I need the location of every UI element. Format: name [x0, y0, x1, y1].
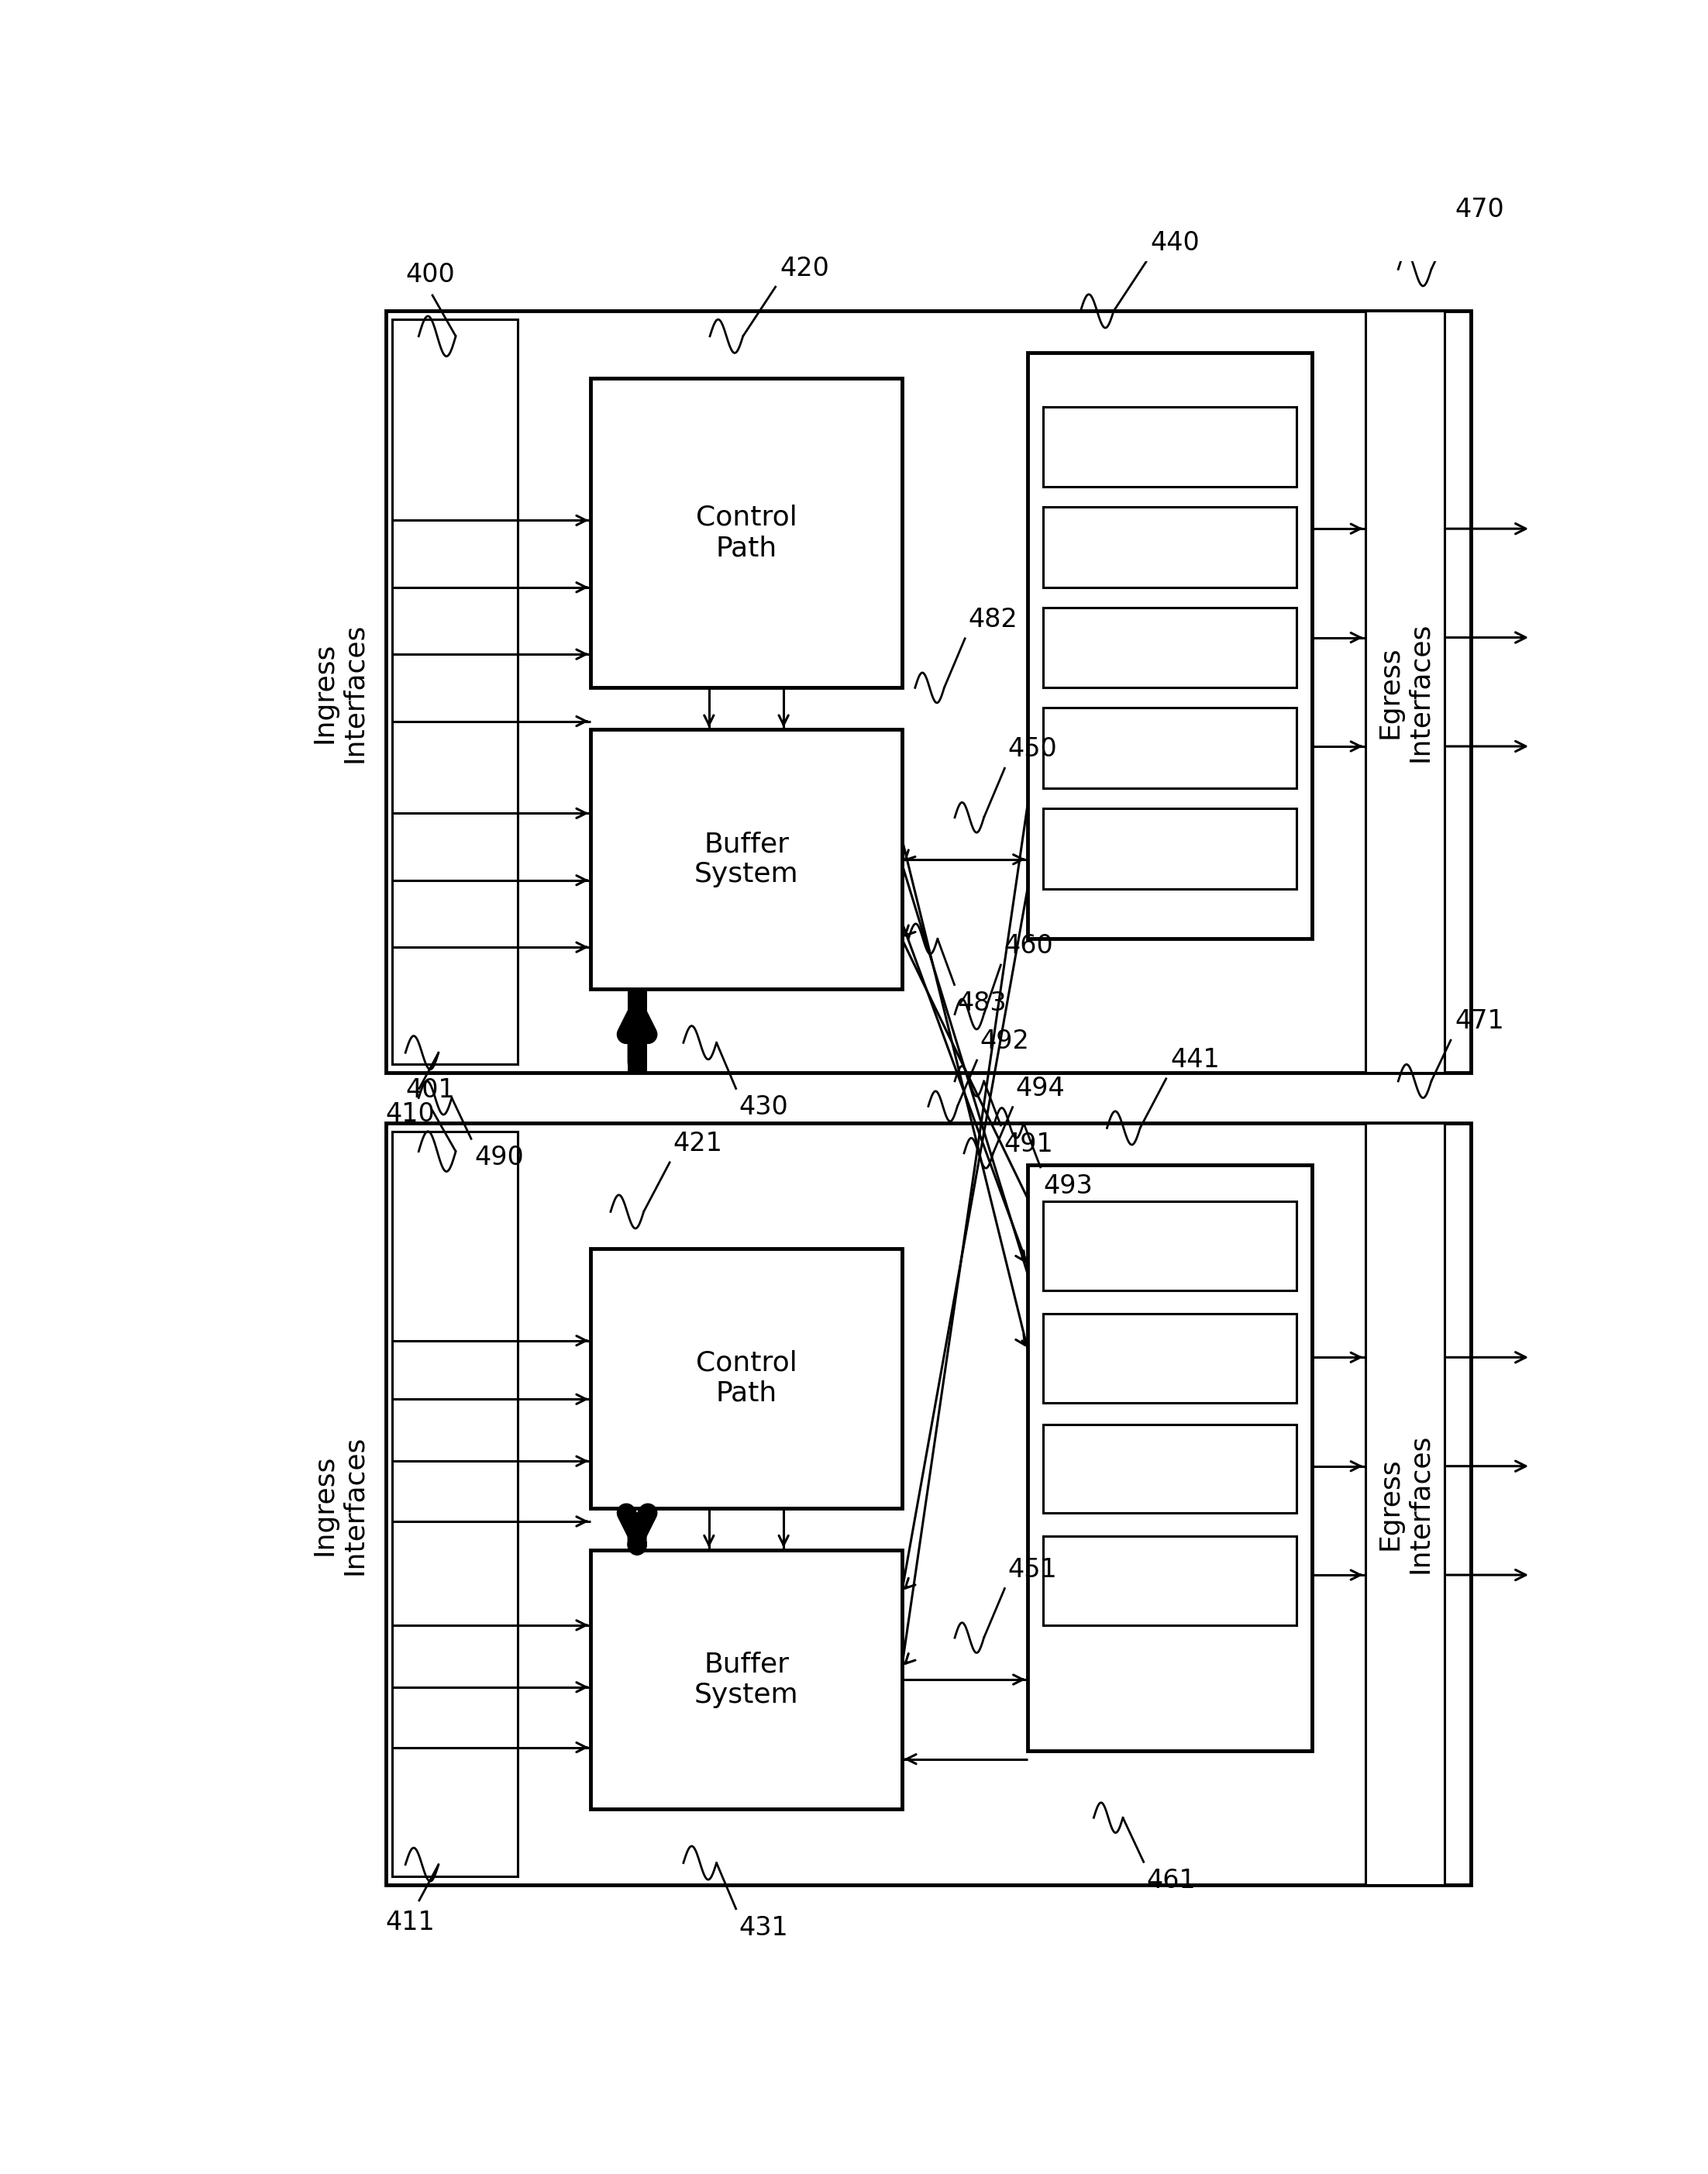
Text: Control
Path: Control Path	[695, 504, 798, 561]
Text: Egress
Interfaces: Egress Interfaces	[1377, 1435, 1433, 1574]
Text: 470: 470	[1455, 198, 1505, 222]
FancyBboxPatch shape	[591, 730, 902, 989]
Text: 493: 493	[1044, 1174, 1093, 1198]
Text: 461: 461	[1146, 1867, 1196, 1894]
Text: 411: 411	[386, 1909, 436, 1935]
FancyBboxPatch shape	[591, 1550, 902, 1809]
Text: Control
Path: Control Path	[695, 1350, 798, 1407]
Text: 410: 410	[386, 1102, 436, 1126]
Text: 430: 430	[740, 1094, 789, 1120]
Text: Buffer
System: Buffer System	[693, 1650, 798, 1709]
FancyBboxPatch shape	[1044, 1313, 1296, 1402]
FancyBboxPatch shape	[1044, 1202, 1296, 1291]
Text: 460: 460	[1004, 933, 1054, 959]
FancyBboxPatch shape	[1044, 1537, 1296, 1626]
FancyBboxPatch shape	[1044, 709, 1296, 789]
FancyBboxPatch shape	[1044, 407, 1296, 487]
Text: Egress
Interfaces: Egress Interfaces	[1377, 622, 1433, 761]
Text: Ingress
Interfaces: Ingress Interfaces	[311, 1435, 367, 1574]
FancyBboxPatch shape	[1028, 352, 1312, 939]
FancyBboxPatch shape	[1028, 1165, 1312, 1750]
FancyBboxPatch shape	[1044, 607, 1296, 687]
Text: 441: 441	[1170, 1048, 1220, 1072]
Text: 494: 494	[1016, 1076, 1066, 1102]
FancyBboxPatch shape	[1365, 311, 1445, 1072]
FancyBboxPatch shape	[591, 1248, 902, 1509]
FancyBboxPatch shape	[1365, 1124, 1445, 1885]
Text: 420: 420	[781, 254, 830, 280]
Text: 421: 421	[673, 1130, 722, 1157]
Text: 492: 492	[980, 1028, 1030, 1054]
FancyBboxPatch shape	[1044, 1424, 1296, 1513]
Text: Ingress
Interfaces: Ingress Interfaces	[311, 624, 367, 763]
FancyBboxPatch shape	[393, 1130, 518, 1876]
FancyBboxPatch shape	[1044, 809, 1296, 889]
Text: 401: 401	[405, 1078, 454, 1102]
FancyBboxPatch shape	[1044, 507, 1296, 587]
Text: Buffer
System: Buffer System	[693, 830, 798, 887]
Text: 491: 491	[1004, 1130, 1054, 1157]
FancyBboxPatch shape	[591, 378, 902, 687]
Text: 400: 400	[405, 263, 454, 287]
Text: 482: 482	[968, 607, 1018, 633]
Text: 483: 483	[958, 991, 1006, 1015]
Text: 431: 431	[740, 1915, 789, 1941]
Text: 451: 451	[1008, 1557, 1057, 1583]
Text: 440: 440	[1151, 230, 1201, 257]
Text: 490: 490	[475, 1146, 524, 1170]
FancyBboxPatch shape	[386, 1124, 1471, 1885]
FancyBboxPatch shape	[386, 311, 1471, 1072]
Text: 471: 471	[1455, 1009, 1505, 1035]
FancyBboxPatch shape	[393, 320, 518, 1065]
Text: 450: 450	[1008, 737, 1057, 763]
